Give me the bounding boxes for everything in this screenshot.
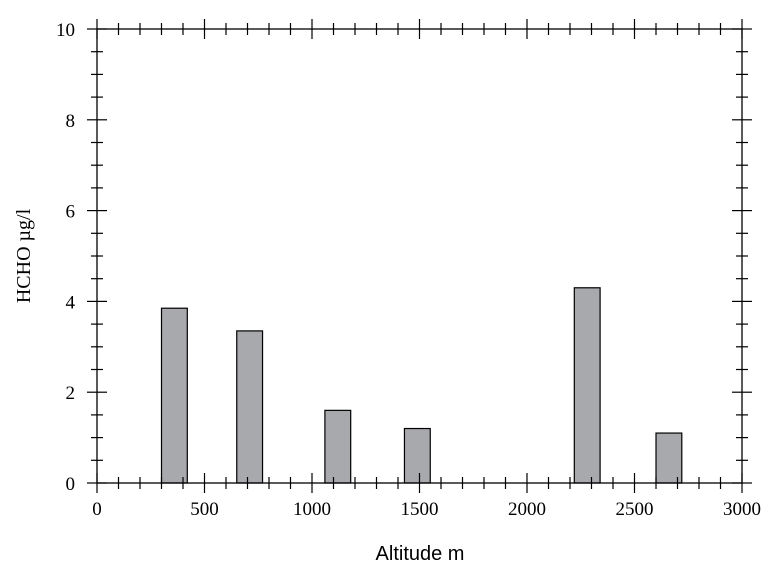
y-tick-labels: 0 2 4 6 8 10: [56, 20, 76, 495]
bars-group: [160, 287, 683, 484]
x-tick-label: 500: [190, 499, 219, 520]
x-tick-label: 2000: [508, 499, 546, 520]
bar: [160, 307, 188, 484]
x-tick-label: 2500: [616, 499, 654, 520]
x-tick-label: 1500: [401, 499, 439, 520]
bar: [403, 427, 431, 484]
x-tick-label: 1000: [293, 499, 331, 520]
bar: [573, 287, 601, 484]
ticks-group: [87, 19, 752, 493]
plot-frame: [96, 28, 743, 484]
bar: [655, 432, 683, 484]
x-tick-label: 3000: [723, 499, 761, 520]
y-tick-label: 4: [66, 292, 76, 313]
bar: [236, 330, 264, 484]
y-tick-label: 8: [66, 111, 76, 132]
x-tick-label: 0: [92, 499, 102, 520]
y-tick-label: 10: [56, 20, 75, 41]
x-tick-labels: 0 500 1000 1500 2000 2500 3000: [92, 499, 761, 520]
y-tick-label: 6: [66, 202, 76, 223]
y-tick-label: 2: [66, 383, 76, 404]
y-axis-title: HCHO µg/l: [13, 208, 35, 303]
y-tick-label: 0: [66, 474, 76, 495]
x-axis-title: Altitude m: [376, 543, 465, 565]
bar: [324, 409, 352, 484]
